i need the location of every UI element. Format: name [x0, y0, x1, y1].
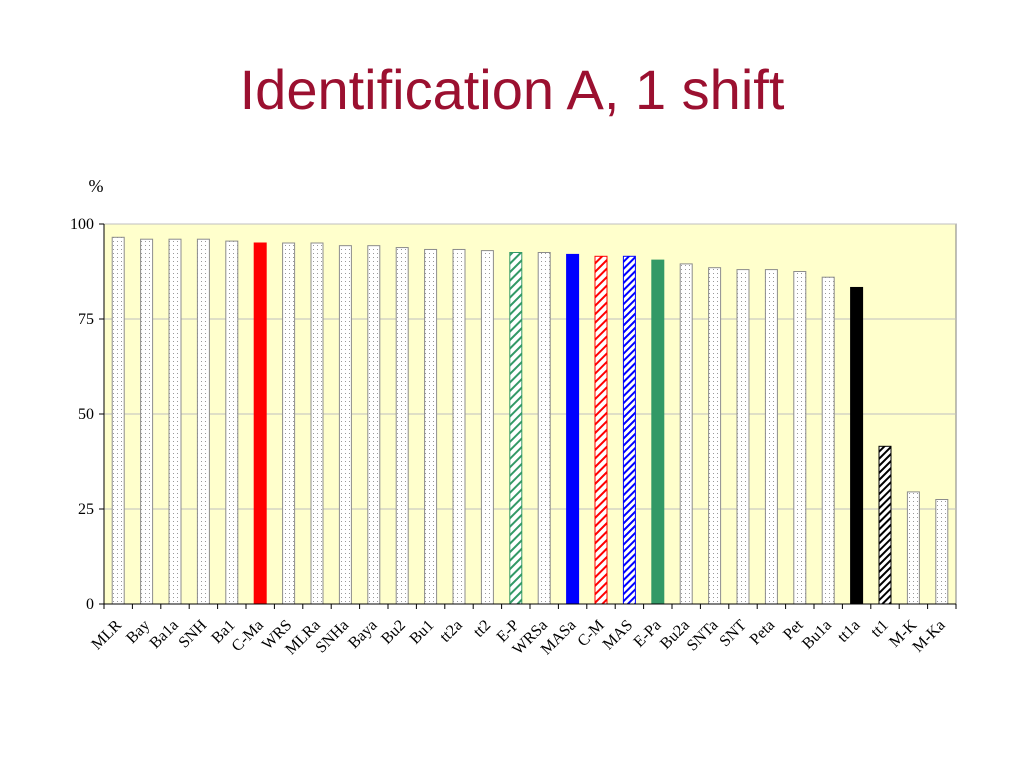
- bar-snt: [736, 269, 750, 605]
- x-tick-label: Bu2: [378, 617, 409, 648]
- bar-bu2a: [679, 263, 693, 605]
- bar-snh: [196, 238, 210, 605]
- x-tick-label: SNH: [176, 616, 211, 651]
- x-tick-label: tt2a: [437, 617, 466, 646]
- y-tick-label: 75: [78, 311, 94, 328]
- x-tick-label: M-Ka: [910, 617, 949, 656]
- bar-peta: [764, 269, 778, 605]
- bar-c-ma: [253, 242, 267, 605]
- bar-tt1a: [850, 286, 864, 605]
- x-tick-label: tt2: [470, 617, 494, 641]
- y-tick-label: 25: [78, 501, 94, 518]
- x-tick-label: Baya: [345, 617, 380, 652]
- page-title: Identification A, 1 shift: [239, 58, 785, 121]
- bars: [111, 236, 949, 605]
- x-tick-label: MLR: [88, 617, 125, 654]
- bar-c-m: [594, 255, 608, 605]
- gridlines: [104, 223, 956, 510]
- x-tick-label: Peta: [747, 617, 778, 648]
- bar-tt1: [878, 445, 892, 605]
- x-tick-label: C-Ma: [229, 617, 267, 655]
- x-tick-label: Bu1a: [799, 617, 835, 653]
- bar-mlr: [111, 236, 125, 605]
- bar-tt2a: [452, 248, 466, 605]
- bar-e-pa: [651, 259, 665, 605]
- bar-tt2: [480, 250, 494, 605]
- x-tick-label: Ba1a: [147, 617, 182, 652]
- y-tick-labels: 0 25 50 75 100: [70, 216, 94, 613]
- x-tick-label: E-Pa: [631, 617, 665, 651]
- bar-bay: [140, 238, 154, 605]
- x-tick-labels: MLRBayBa1aSNHBa1C-MaWRSMLRaSNHaBayaBu2Bu…: [88, 616, 948, 658]
- bar-bu1: [424, 248, 438, 605]
- x-tick-label: SNT: [716, 617, 750, 651]
- bar-pet: [793, 271, 807, 605]
- y-tick-label: 100: [70, 216, 94, 233]
- bar-snha: [338, 245, 352, 605]
- bar-snta: [708, 267, 722, 605]
- bar-masa: [566, 253, 580, 605]
- bar-bu1a: [821, 276, 835, 605]
- bar-ba1: [225, 240, 239, 605]
- x-tick-label: MAS: [600, 617, 637, 654]
- axes: [99, 223, 957, 609]
- bar-m-ka: [935, 499, 949, 605]
- x-tick-label: tt1a: [834, 617, 863, 646]
- y-axis-label: %: [89, 176, 104, 196]
- bar-mlra: [310, 242, 324, 605]
- bar-wrs: [282, 242, 296, 605]
- x-tick-label: Bu1: [407, 617, 438, 648]
- bar-e-p: [509, 252, 523, 605]
- bar-baya: [367, 245, 381, 605]
- bar-m-k: [906, 491, 920, 605]
- bar-wrsa: [537, 252, 551, 605]
- bar-mas: [622, 255, 636, 605]
- bar-ba1a: [168, 238, 182, 605]
- y-tick-label: 50: [78, 406, 94, 423]
- x-tick-label: SNHa: [313, 617, 353, 657]
- x-tick-label: SNTa: [684, 617, 722, 655]
- bar-bu2: [395, 247, 409, 605]
- y-tick-label: 0: [86, 596, 94, 613]
